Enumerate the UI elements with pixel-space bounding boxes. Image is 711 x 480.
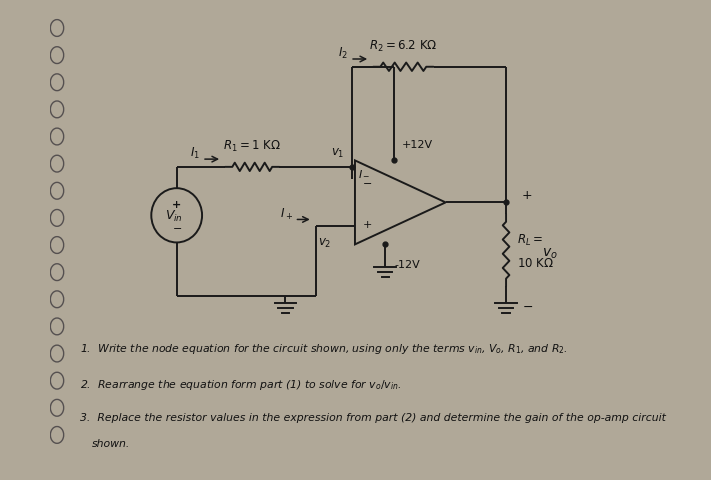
Text: 1.  Write the node equation for the circuit shown, using only the terms $v_{in}$: 1. Write the node equation for the circu… <box>80 342 568 356</box>
Text: shown.: shown. <box>92 438 130 448</box>
Text: $I_1$: $I_1$ <box>190 146 200 161</box>
Text: 3.  Replace the resistor values in the expression from part (2) and determine th: 3. Replace the resistor values in the ex… <box>80 412 666 422</box>
Text: 2.  Rearrange the equation form part (1) to solve for $v_o/v_{in}$.: 2. Rearrange the equation form part (1) … <box>80 377 402 391</box>
Text: $v_o$: $v_o$ <box>542 246 558 260</box>
Text: $R_2 = 6.2\ \mathrm{K\Omega}$: $R_2 = 6.2\ \mathrm{K\Omega}$ <box>369 38 437 53</box>
Text: $-$: $-$ <box>362 177 373 187</box>
Text: $10\ \mathrm{K\Omega}$: $10\ \mathrm{K\Omega}$ <box>517 256 554 269</box>
Text: +12V: +12V <box>402 140 432 149</box>
Text: $-$: $-$ <box>171 222 182 232</box>
Text: $I_2$: $I_2$ <box>338 46 348 61</box>
Text: $I_-$: $I_-$ <box>358 168 370 179</box>
Text: $V_{in}$: $V_{in}$ <box>165 208 183 223</box>
Text: -12V: -12V <box>395 259 420 269</box>
Text: +: + <box>522 189 533 202</box>
Text: $+$: $+$ <box>362 218 373 229</box>
Text: $I_+$: $I_+$ <box>280 206 293 221</box>
Text: $R_L =$: $R_L =$ <box>517 232 543 248</box>
Text: $v_2$: $v_2$ <box>318 236 331 249</box>
Text: $R_1 = 1\ \mathrm{K\Omega}$: $R_1 = 1\ \mathrm{K\Omega}$ <box>223 138 281 153</box>
Text: $-$: $-$ <box>522 300 533 312</box>
Text: $v_1$: $v_1$ <box>331 147 345 160</box>
Text: +: + <box>172 200 181 210</box>
